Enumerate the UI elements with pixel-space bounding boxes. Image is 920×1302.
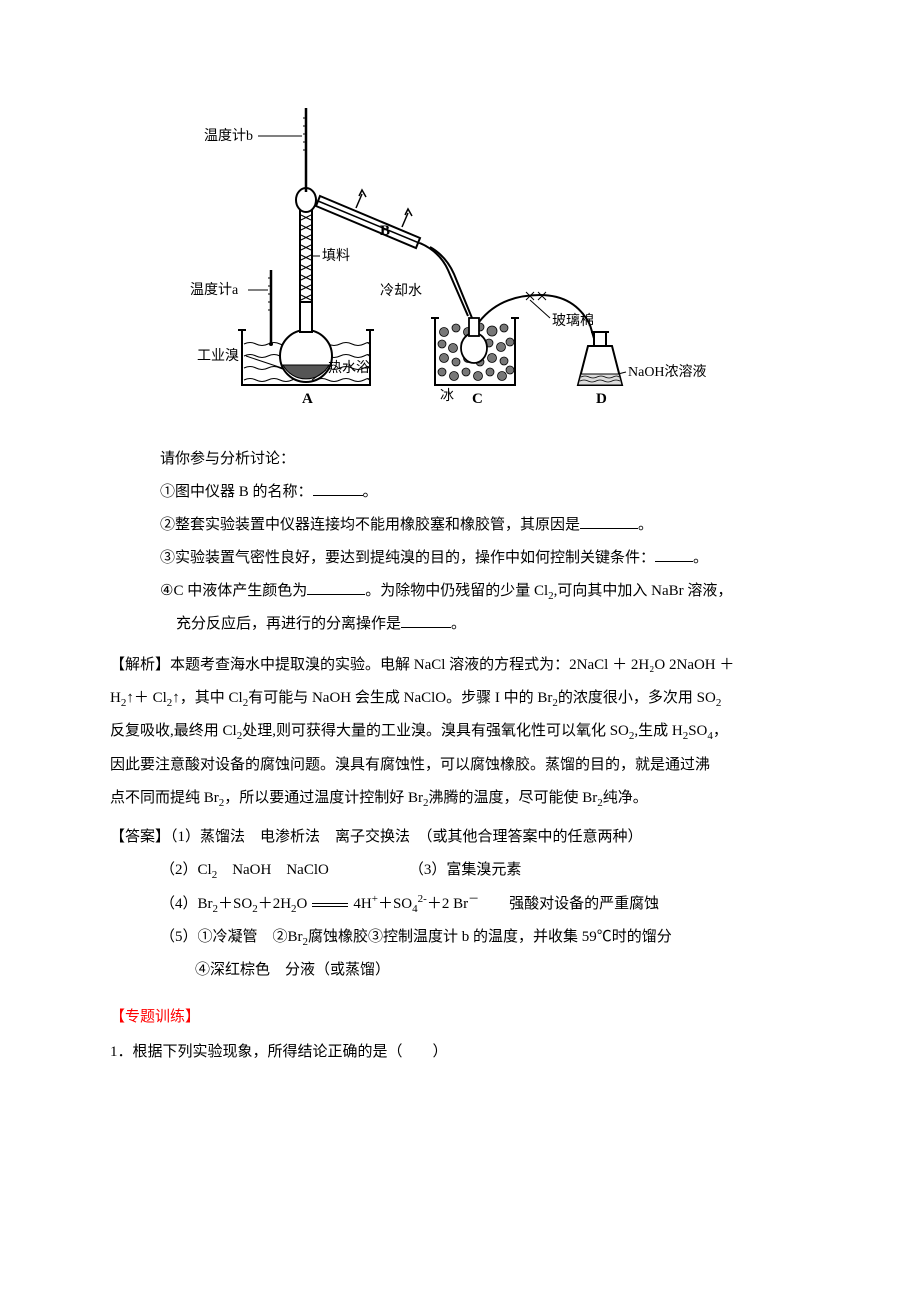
diagram-svg: 温度计b 温度计a 填料 工业溴 热水浴 B 冷却水 冰 玻璃棉 NaOH浓溶液… bbox=[180, 100, 710, 410]
question-3: ③实验装置气密性良好，要达到提纯溴的目的，操作中如何控制关键条件： 。 bbox=[160, 542, 810, 575]
q4-text-mid: 。为除物中仍残留的少量 Cl bbox=[365, 583, 548, 599]
analysis-line3: 反复吸收,最终用 Cl2处理,则可获得大量的工业溴。溴具有强氧化性可以氧化 SO… bbox=[110, 715, 810, 748]
blank-fill bbox=[580, 515, 638, 529]
answer-3: （3）富集溴元素 bbox=[409, 862, 522, 878]
a2c: ↑，其中 Cl bbox=[172, 690, 242, 706]
a5c: 沸腾的温度，尽可能使 Br bbox=[429, 790, 598, 806]
sup-minus: － bbox=[468, 893, 479, 905]
a3c: ,生成 H bbox=[634, 723, 682, 739]
question-1: ①图中仪器 B 的名称： 。 bbox=[160, 476, 810, 509]
analysis-line2: H2↑＋ Cl2↑，其中 Cl2有可能与 NaOH 会生成 NaClO。步骤 I… bbox=[110, 682, 810, 715]
a5a: 点不同而提纯 Br bbox=[110, 790, 219, 806]
training-q1: 1．根据下列实验现象，所得结论正确的是（ ） bbox=[110, 1036, 810, 1069]
a2a: H bbox=[110, 690, 121, 706]
answer-1: （1）蒸馏法 电渗析法 离子交换法 （或其他合理答案中的任意两种） bbox=[170, 829, 643, 845]
a5b: ，所以要通过温度计控制好 Br bbox=[224, 790, 423, 806]
label-cooling-water: 冷却水 bbox=[380, 283, 422, 299]
analysis-text1: 本题考查海水中提取溴的实验。电解 NaCl 溶液的方程式为：2NaCl ＋ 2H… bbox=[170, 657, 734, 673]
label-C: C bbox=[472, 391, 483, 407]
question-intro: 请你参与分析讨论： bbox=[160, 443, 810, 476]
label-A: A bbox=[302, 391, 313, 407]
label-glass-wool: 玻璃棉 bbox=[552, 312, 594, 329]
q3-text-pre: ③实验装置气密性良好，要达到提纯溴的目的，操作中如何控制关键条件： bbox=[160, 550, 655, 566]
sub-2: 2 bbox=[716, 697, 722, 709]
q2-text-post: 。 bbox=[638, 517, 653, 533]
q3-text-post: 。 bbox=[693, 550, 708, 566]
analysis-line1: 【解析】本题考查海水中提取溴的实验。电解 NaCl 溶液的方程式为：2NaCl … bbox=[110, 649, 810, 682]
q1-text-pre: ①图中仪器 B 的名称： bbox=[160, 484, 313, 500]
apparatus-diagram: 温度计b 温度计a 填料 工业溴 热水浴 B 冷却水 冰 玻璃棉 NaOH浓溶液… bbox=[180, 100, 810, 423]
a2a: （2）Cl bbox=[160, 862, 212, 878]
a4g: ＋2 Br bbox=[427, 896, 468, 912]
label-water-bath: 热水浴 bbox=[328, 360, 370, 376]
a4f: ＋SO bbox=[378, 896, 412, 912]
answer-line4: （4）Br2＋SO2＋2H2O4H+＋SO42-＋2 Br－ 强酸对设备的严重腐… bbox=[160, 887, 810, 921]
blank-fill bbox=[655, 548, 693, 562]
a5b: 腐蚀橡胶③控制温度计 b 的温度，并收集 59℃时的馏分 bbox=[308, 929, 672, 945]
training-header: 【专题训练】 bbox=[110, 1001, 810, 1034]
a4e: 4H bbox=[353, 896, 371, 912]
answer-line1: 【答案】（1）蒸馏法 电渗析法 离子交换法 （或其他合理答案中的任意两种） bbox=[110, 821, 810, 854]
answer-line5: （5）①冷凝管 ②Br2腐蚀橡胶③控制温度计 b 的温度，并收集 59℃时的馏分 bbox=[160, 921, 810, 954]
label-B: B bbox=[380, 223, 390, 239]
a2d: 有可能与 NaOH 会生成 NaClO。步骤 I 中的 Br bbox=[248, 690, 552, 706]
analysis-line5: 点不同而提纯 Br2，所以要通过温度计控制好 Br2沸腾的温度，尽可能使 Br2… bbox=[110, 782, 810, 815]
answer-label: 【答案】 bbox=[110, 829, 170, 845]
label-ice: 冰 bbox=[440, 388, 454, 404]
question-2: ②整套实验装置中仪器连接均不能用橡胶塞和橡胶管，其原因是 。 bbox=[160, 509, 810, 542]
question-4-line2: 充分反应后，再进行的分离操作是 。 bbox=[176, 608, 810, 641]
analysis-line4: 因此要注意酸对设备的腐蚀问题。溴具有腐蚀性，可以腐蚀橡胶。蒸馏的目的，就是通过沸 bbox=[110, 749, 810, 782]
a4a: （4）Br bbox=[160, 896, 213, 912]
q4-text-mid2: ,可向其中加入 NaBr 溶液， bbox=[554, 583, 733, 599]
a5a: （5）①冷凝管 ②Br bbox=[160, 929, 303, 945]
analysis-label: 【解析】 bbox=[110, 657, 170, 673]
answer-line5b: ④深红棕色 分液（或蒸馏） bbox=[195, 954, 810, 987]
label-thermometer-a: 温度计a bbox=[190, 282, 239, 298]
answer-line2: （2）Cl2 NaOH NaClO（3）富集溴元素 bbox=[160, 854, 810, 887]
label-D: D bbox=[596, 391, 607, 407]
analysis-block: 【解析】本题考查海水中提取溴的实验。电解 NaCl 溶液的方程式为：2NaCl … bbox=[110, 649, 810, 815]
sup-2minus: 2- bbox=[418, 893, 427, 905]
q4-text-pre: ④C 中液体产生颜色为 bbox=[160, 583, 307, 599]
a3d: SO bbox=[688, 723, 707, 739]
answer-block: 【答案】（1）蒸馏法 电渗析法 离子交换法 （或其他合理答案中的任意两种） （2… bbox=[110, 821, 810, 988]
training-q1-text: 1．根据下列实验现象，所得结论正确的是（ ） bbox=[110, 1044, 448, 1060]
a4b: ＋SO bbox=[218, 896, 252, 912]
blank-fill bbox=[307, 581, 365, 595]
q2-text-pre: ②整套实验装置中仪器连接均不能用橡胶塞和橡胶管，其原因是 bbox=[160, 517, 580, 533]
label-naoh: NaOH浓溶液 bbox=[628, 364, 707, 380]
q4-l2-pre: 充分反应后，再进行的分离操作是 bbox=[176, 616, 401, 632]
q4-l2-post: 。 bbox=[451, 616, 466, 632]
a4d: O bbox=[297, 896, 308, 912]
a2b: ↑＋ Cl bbox=[126, 690, 166, 706]
question-4-line1: ④C 中液体产生颜色为。为除物中仍残留的少量 Cl2,可向其中加入 NaBr 溶… bbox=[160, 575, 810, 608]
question-block: 请你参与分析讨论： ①图中仪器 B 的名称： 。 ②整套实验装置中仪器连接均不能用… bbox=[160, 443, 810, 641]
label-thermometer-b: 温度计b bbox=[204, 128, 253, 144]
label-industrial-bromine: 工业溴 bbox=[197, 348, 239, 364]
label-packing: 填料 bbox=[322, 248, 350, 264]
blank-fill bbox=[313, 482, 363, 496]
a4c: ＋2H bbox=[258, 896, 291, 912]
a3a: 反复吸收,最终用 Cl bbox=[110, 723, 237, 739]
a3e: ， bbox=[713, 723, 728, 739]
a5d: 纯净。 bbox=[603, 790, 648, 806]
equation-line-icon bbox=[312, 903, 348, 907]
q1-text-post: 。 bbox=[363, 484, 378, 500]
blank-fill bbox=[401, 614, 451, 628]
a3b: 处理,则可获得大量的工业溴。溴具有强氧化性可以氧化 SO bbox=[242, 723, 629, 739]
a2b: NaOH NaClO bbox=[217, 862, 329, 878]
a4h: 强酸对设备的严重腐蚀 bbox=[479, 896, 659, 912]
a2e: 的浓度很小，多次用 SO bbox=[558, 690, 716, 706]
